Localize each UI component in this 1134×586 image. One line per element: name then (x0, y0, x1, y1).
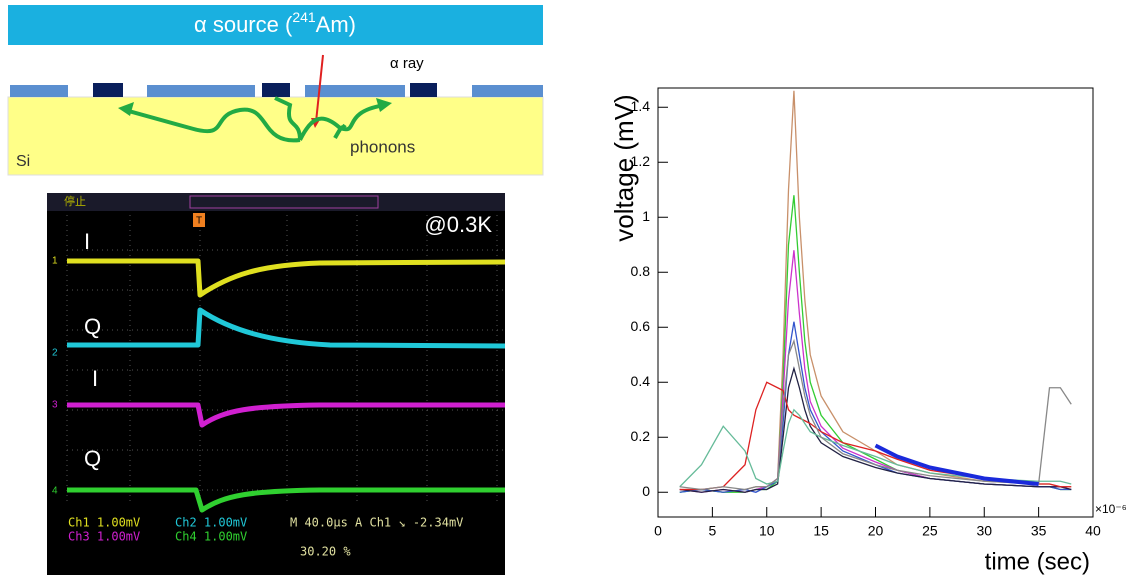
scope-traces (67, 258, 506, 513)
series-line (874, 443, 1039, 486)
electrodes (10, 83, 543, 97)
text: α source ( (194, 12, 293, 37)
y-tick-label: 1 (642, 208, 650, 224)
trigger-marker (193, 213, 205, 227)
x-tick-label: 5 (708, 523, 716, 539)
readout: Ch3 1.00mV (68, 530, 140, 544)
y-tick-label: 0.6 (631, 318, 651, 334)
series-line (679, 366, 1072, 493)
y-tick-label: 0.2 (631, 428, 651, 444)
arrowhead (376, 98, 392, 112)
substrate-label: Si (16, 153, 30, 170)
y-tick-label: 0.4 (631, 373, 651, 389)
scope-record (189, 195, 379, 209)
readout: 30.20 % (300, 545, 351, 559)
y-tick-label: 0.8 (631, 263, 651, 279)
readout: Ch4 1.00mV (175, 530, 247, 544)
phonons-label: phonons (350, 137, 415, 156)
x-multiplier: ×10⁻⁶ (1095, 502, 1127, 516)
readout: M 40.0µs A Ch1 ↘ -2.34mV (290, 516, 463, 530)
trace-label: Q (84, 314, 101, 339)
channel-marker: 1 (52, 256, 58, 267)
x-axis-label: time (sec) (985, 548, 1090, 575)
readout: Ch2 1.00mV (175, 516, 247, 530)
series-line (679, 408, 1072, 488)
series-line (679, 321, 1072, 493)
trigger-label: T (196, 216, 202, 227)
text: Am) (316, 12, 356, 37)
x-tick-label: 20 (868, 523, 884, 539)
series-line (679, 381, 1072, 491)
phonon-arrows (124, 96, 386, 143)
scope-status: 停止 (64, 194, 86, 208)
source-label: α source (241Am) (194, 9, 356, 37)
scope-readout: Ch1 1.00mV Ch2 1.00mV M 40.0µs A Ch1 ↘ -… (68, 516, 463, 559)
x-tick-label: 35 (1031, 523, 1047, 539)
trace-labels: I 1 Q 2 I 3 Q 4 (52, 229, 101, 497)
channel-marker: 3 (52, 400, 58, 411)
y-axis-label: voltage (mV) (609, 94, 639, 241)
x-tick-label: 0 (654, 523, 662, 539)
scope-header (47, 193, 505, 211)
trace-label: Q (84, 446, 101, 471)
y-tick-label: 0 (642, 483, 650, 499)
channel-marker: 2 (52, 348, 58, 359)
scope-screen (47, 193, 505, 575)
trace-label: I (84, 229, 90, 254)
channel-marker: 4 (52, 486, 58, 497)
x-tick-label: 40 (1085, 523, 1101, 539)
plot-frame (657, 87, 1094, 518)
series-line (679, 90, 1072, 493)
x-tick-label: 15 (813, 523, 829, 539)
x-tick-label: 10 (759, 523, 775, 539)
ray-arrow (315, 54, 324, 123)
source-bar (8, 5, 543, 45)
x-tick-label: 25 (922, 523, 938, 539)
trace-label: I (92, 366, 98, 391)
y-tick-label: 1.4 (631, 98, 651, 114)
readout: Ch1 1.00mV (68, 516, 140, 530)
temperature-label: @0.3K (424, 212, 492, 237)
arrowhead (118, 102, 134, 116)
ray-label: α ray (390, 55, 424, 72)
x-tick-label: 30 (976, 523, 992, 539)
text: 241 (292, 9, 316, 25)
y-tick-label: 1.2 (631, 153, 651, 169)
